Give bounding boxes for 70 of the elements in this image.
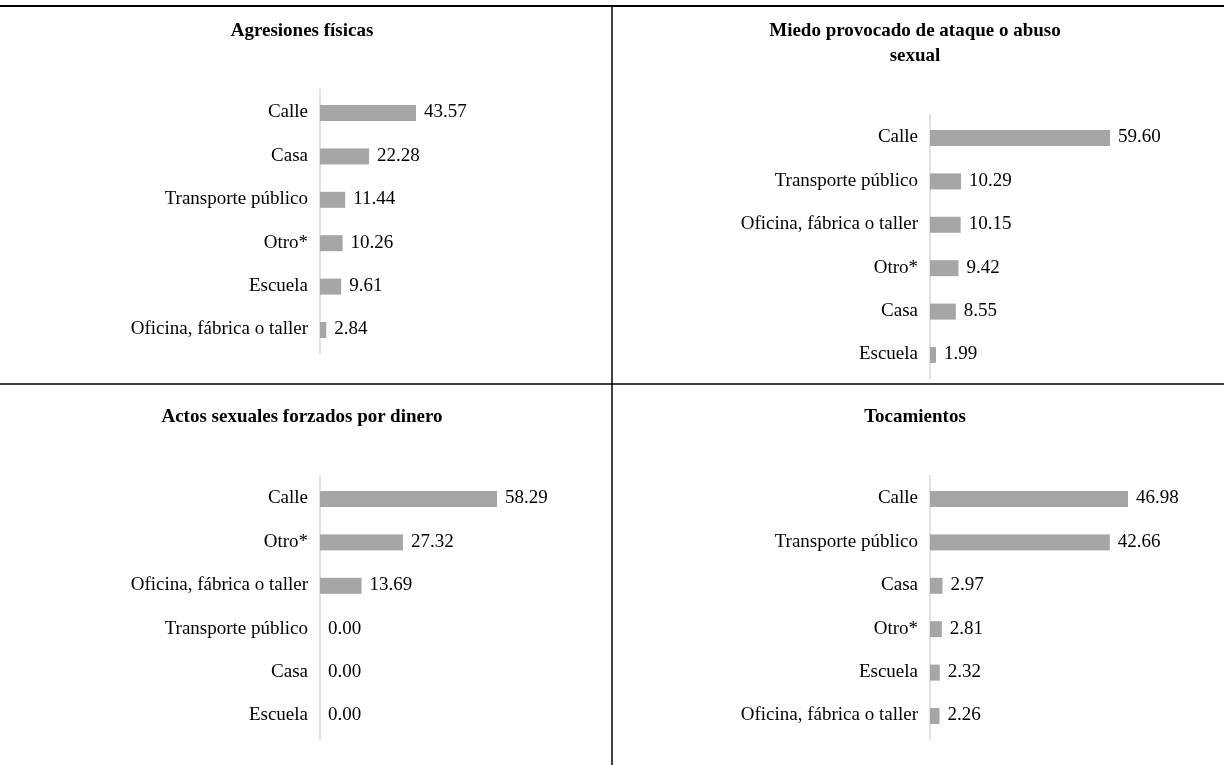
y-tick-label: Calle (267, 486, 308, 508)
chart-title: Agresiones físicas (230, 19, 374, 40)
data-label: 2.32 (947, 659, 982, 681)
bar (320, 105, 416, 121)
y-tick-label: Escuela (248, 273, 309, 295)
data-label: 8.55 (963, 298, 998, 320)
data-label: 11.44 (353, 187, 396, 209)
y-tick-label: Otro* (873, 616, 918, 638)
bar (930, 130, 1110, 146)
data-label: 0.00 (328, 659, 362, 681)
y-tick-label: Transporte público (774, 168, 918, 190)
y-tick-label: Escuela (248, 703, 309, 725)
y-tick-label: Oficina, fábrica o taller (740, 212, 919, 234)
bar (930, 534, 1110, 551)
y-tick-label: Transporte público (164, 616, 308, 638)
y-tick-label: Otro* (263, 529, 308, 551)
y-tick-label: Otro* (873, 255, 918, 277)
bar (930, 260, 959, 277)
data-label: 58.29 (505, 486, 548, 508)
bar (320, 148, 370, 165)
bar (930, 621, 942, 638)
bar (930, 303, 956, 320)
bar (930, 664, 940, 681)
data-label: 46.98 (1136, 486, 1179, 508)
data-label: 2.26 (947, 703, 981, 725)
chart-title: Miedo provocado de ataque o abuso sexual (769, 19, 1061, 65)
y-tick-label: Casa (271, 143, 309, 165)
bar (930, 577, 943, 594)
data-label: 10.26 (350, 230, 394, 252)
data-label: 27.32 (410, 529, 454, 551)
bar (930, 216, 961, 233)
y-tick-label: Oficina, fábrica o taller (130, 573, 309, 595)
y-tick-label: Casa (881, 298, 919, 320)
chart-title: Tocamientos (864, 405, 966, 426)
y-tick-label: Calle (877, 125, 918, 147)
y-tick-label: Escuela (858, 659, 919, 681)
data-label: 10.29 (969, 168, 1012, 190)
data-label: 43.57 (424, 100, 467, 122)
y-tick-label: Transporte público (164, 187, 308, 209)
data-label: 22.28 (377, 143, 420, 165)
y-tick-label: Oficina, fábrica o taller (740, 703, 919, 725)
bar (320, 235, 343, 252)
y-tick-label: Oficina, fábrica o taller (130, 317, 309, 339)
bar (930, 491, 1128, 507)
data-label: 9.42 (966, 255, 1000, 277)
data-label: 1.99 (944, 342, 978, 364)
y-tick-label: Calle (267, 100, 308, 122)
y-tick-label: Casa (271, 659, 309, 681)
data-label: 42.66 (1117, 529, 1161, 551)
data-label: 2.84 (334, 317, 369, 339)
bar (930, 708, 940, 724)
data-label: 9.61 (349, 273, 383, 295)
data-label: 2.81 (949, 616, 984, 638)
data-label: 2.97 (950, 573, 984, 595)
y-tick-label: Escuela (858, 342, 919, 364)
y-tick-label: Transporte público (774, 529, 918, 551)
data-label: 0.00 (328, 703, 362, 725)
bar (320, 278, 342, 295)
y-tick-label: Calle (877, 486, 918, 508)
data-label: 59.60 (1118, 125, 1161, 147)
data-label: 0.00 (328, 616, 362, 638)
data-label: 13.69 (369, 573, 413, 595)
chart-title: Actos sexuales forzados por dinero (161, 405, 443, 426)
y-tick-label: Otro* (263, 230, 308, 252)
bar (320, 322, 327, 338)
bar (930, 347, 937, 363)
y-tick-label: Casa (881, 573, 919, 595)
bar (320, 191, 346, 208)
data-label: 10.15 (968, 212, 1012, 234)
bar (930, 173, 962, 190)
